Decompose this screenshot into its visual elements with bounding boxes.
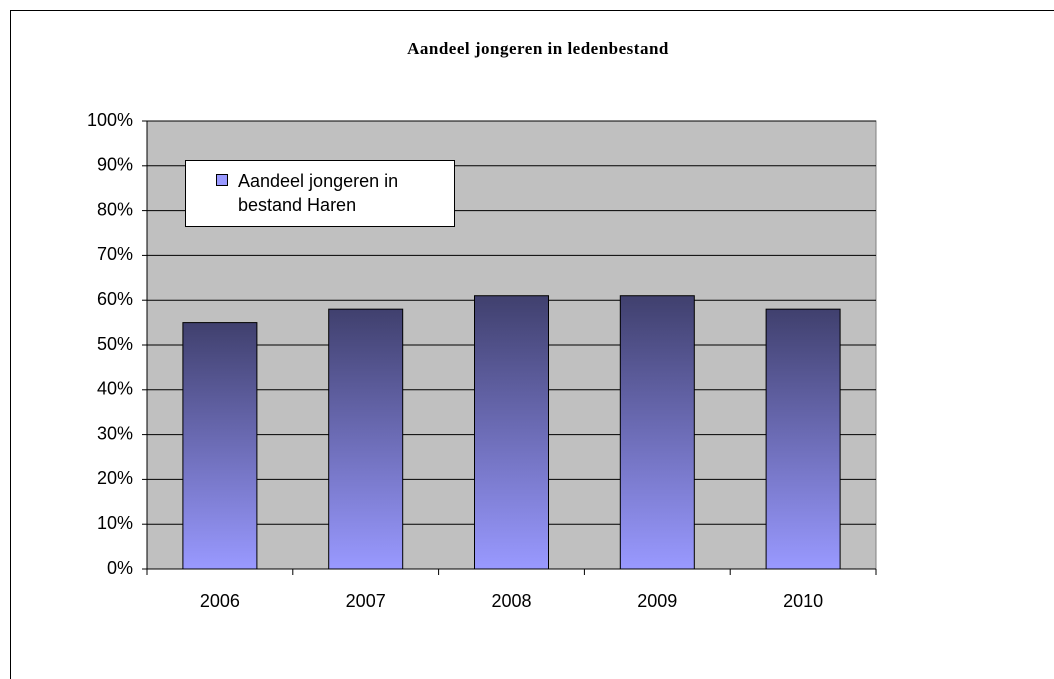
y-tick-label: 100% — [87, 110, 133, 130]
bar — [182, 322, 258, 570]
x-tick-label: 2008 — [491, 591, 531, 611]
bar — [474, 295, 549, 570]
y-tick-label: 50% — [97, 334, 133, 354]
y-tick-label: 0% — [107, 558, 133, 578]
bar — [765, 308, 841, 570]
x-tick-label: 2007 — [346, 591, 386, 611]
y-tick-label: 80% — [97, 199, 133, 219]
y-tick-label: 90% — [97, 155, 133, 175]
y-tick-label: 10% — [97, 513, 133, 533]
chart-border — [10, 10, 1054, 679]
y-tick-label: 20% — [97, 468, 133, 488]
bar — [619, 295, 695, 570]
legend-label: Aandeel jongeren in bestand Haren — [238, 171, 399, 215]
legend: Aandeel jongeren in bestand Haren — [185, 160, 455, 227]
chart-title: Aandeel jongeren in ledenbestand — [407, 39, 669, 58]
legend-key — [216, 174, 228, 186]
y-tick-label: 60% — [97, 289, 133, 309]
bar — [328, 308, 404, 570]
x-tick-label: 2006 — [200, 591, 240, 611]
x-tick-label: 2010 — [783, 591, 823, 611]
x-tick-label: 2009 — [637, 591, 677, 611]
y-tick-label: 30% — [97, 423, 133, 443]
y-tick-label: 40% — [97, 379, 133, 399]
y-tick-label: 70% — [97, 244, 133, 264]
